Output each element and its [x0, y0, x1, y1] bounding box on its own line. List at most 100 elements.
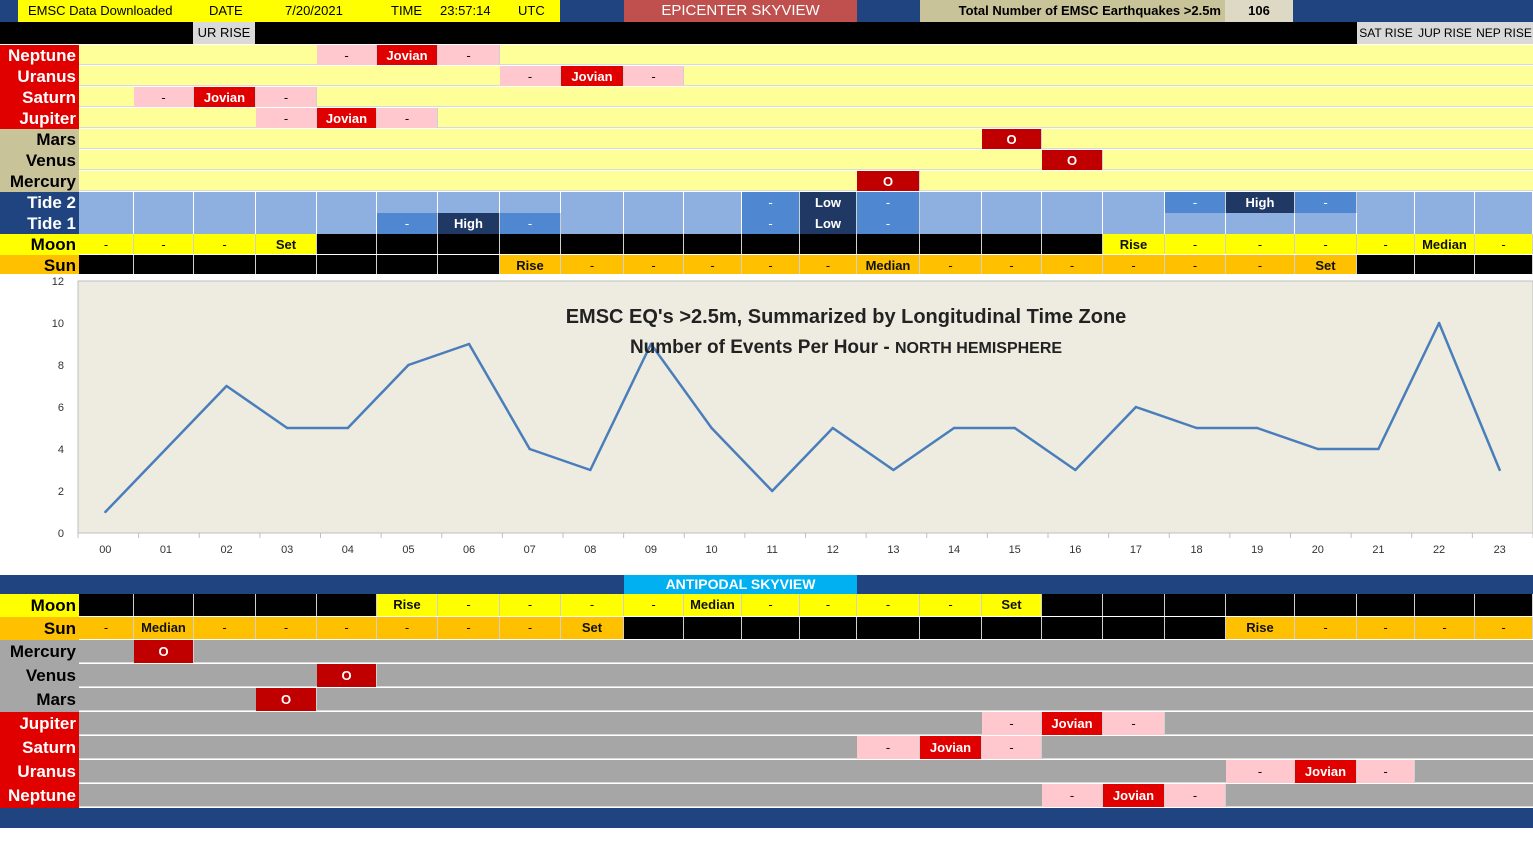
- antipodal-moon-cell-20: [1295, 594, 1357, 616]
- antipodal-moon-cell-8: -: [561, 594, 624, 616]
- chart-subtitle: Number of Events Per Hour - NORTH HEMISP…: [630, 337, 1062, 358]
- data-point: [1316, 447, 1320, 451]
- antipodal-moon-cell-18: [1165, 594, 1226, 616]
- x-tick-label: 01: [160, 544, 172, 556]
- sun-cell-18: -: [1165, 255, 1226, 275]
- row-label-mercury: Mercury: [0, 171, 79, 192]
- antipodal-cell-saturn-13: -: [857, 736, 920, 759]
- footer-band: [0, 808, 1533, 828]
- tide1-cell-12: Low: [800, 213, 857, 234]
- x-tick-label: 13: [887, 544, 899, 556]
- antipodal-moon-cell-9: -: [624, 594, 684, 616]
- row-label-tide2: Tide 2: [0, 192, 79, 213]
- antipodal-sun-cell-19: Rise: [1226, 617, 1295, 639]
- time-value: 23:57:14: [440, 3, 491, 18]
- antipodal-sun-cell-0: -: [79, 617, 134, 639]
- moon-cell-23: -: [1475, 234, 1533, 254]
- downloaded-label: EMSC Data Downloaded: [28, 3, 173, 18]
- y-tick-label: 0: [58, 528, 64, 540]
- antipodal-sun-cell-6: -: [438, 617, 500, 639]
- data-point: [467, 342, 471, 346]
- antipodal-row-label-mars: Mars: [0, 688, 79, 712]
- antipodal-cell-jupiter-17: -: [1103, 712, 1165, 735]
- moon-cell-14: [920, 234, 982, 254]
- antipodal-sun-cell-22: -: [1415, 617, 1475, 639]
- x-tick-label: 09: [645, 544, 657, 556]
- data-point: [104, 510, 107, 514]
- antipodal-row-bg-mars: [79, 688, 1533, 711]
- data-point: [892, 468, 895, 472]
- x-tick-label: 12: [827, 544, 839, 556]
- antipodal-moon-cell-5: Rise: [377, 594, 438, 616]
- moon-cell-12: [800, 234, 857, 254]
- antipodal-sun-cell-3: -: [256, 617, 317, 639]
- antipodal-cell-uranus-21: -: [1357, 760, 1415, 783]
- sun-cell-23: [1475, 255, 1533, 275]
- antipodal-moon-cell-1: [134, 594, 194, 616]
- antipodal-cell-mercury-1: O: [134, 640, 194, 663]
- tide1-cell-5: -: [377, 213, 438, 234]
- antipodal-sun-cell-12: [800, 617, 857, 639]
- antipodal-moon-cell-21: [1357, 594, 1415, 616]
- chart-title: EMSC EQ's >2.5m, Summarized by Longitudi…: [566, 306, 1127, 328]
- row-label-mars: Mars: [0, 129, 79, 150]
- cell-neptune-5: Jovian: [377, 45, 438, 65]
- sun-cell-7: Rise: [500, 255, 561, 275]
- antipodal-moon-cell-23: [1475, 594, 1533, 616]
- tide1-cell-7: -: [500, 213, 561, 234]
- data-point: [710, 426, 713, 430]
- data-point: [770, 489, 774, 493]
- antipodal-sun-cell-7: -: [500, 617, 561, 639]
- tide-bg-21: [1357, 192, 1415, 234]
- antipodal-cell-saturn-14: Jovian: [920, 736, 982, 759]
- x-tick-label: 16: [1069, 544, 1081, 556]
- antipodal-moon-cell-12: -: [800, 594, 857, 616]
- moon-cell-6: [438, 234, 500, 254]
- row-bg-jupiter: [79, 108, 1533, 128]
- antipodal-cell-jupiter-16: Jovian: [1042, 712, 1103, 735]
- sun-cell-17: -: [1103, 255, 1165, 275]
- tide2-cell-12: Low: [800, 192, 857, 213]
- moon-cell-10: [684, 234, 742, 254]
- cell-mercury-13: O: [857, 171, 920, 191]
- antipodal-cell-venus-4: O: [317, 664, 377, 687]
- data-point: [164, 447, 168, 451]
- tide-bg-1: [134, 192, 194, 234]
- x-tick-label: 06: [463, 544, 475, 556]
- header-info-strip: [18, 0, 560, 22]
- series-line: [104, 321, 1501, 513]
- antipodal-moon-cell-22: [1415, 594, 1475, 616]
- tide-bg-23: [1475, 192, 1533, 234]
- data-point: [407, 363, 410, 367]
- moon-cell-7: [500, 234, 561, 254]
- sun-cell-13: Median: [857, 255, 920, 275]
- plot-area: [77, 280, 1533, 534]
- data-point: [649, 342, 653, 346]
- y-tick-label: 2: [58, 486, 64, 498]
- row-bg-venus: [79, 150, 1533, 170]
- x-tick-label: 04: [342, 544, 354, 556]
- data-point: [1498, 468, 1501, 472]
- moon-cell-22: Median: [1415, 234, 1475, 254]
- cell-neptune-6: -: [438, 45, 500, 65]
- tide-bg-16: [1042, 192, 1103, 234]
- tide1-cell-11: -: [742, 213, 800, 234]
- sun-cell-15: -: [982, 255, 1042, 275]
- antipodal-grid: Moon Rise - - - - Median - - - - Set Sun - Median - - - - -…: [0, 594, 1533, 808]
- x-tick-label: 22: [1433, 544, 1445, 556]
- antipodal-cell-neptune-18: -: [1165, 784, 1226, 807]
- antipodal-sun-cell-20: -: [1295, 617, 1357, 639]
- cell-uranus-7: -: [500, 66, 561, 86]
- y-tick-label: 4: [58, 444, 64, 456]
- antipodal-row-label-jupiter: Jupiter: [0, 712, 79, 736]
- moon-cell-4: [317, 234, 377, 254]
- row-label-moon: Moon: [0, 234, 79, 255]
- moon-cell-13: [857, 234, 920, 254]
- antipodal-sun-cell-1: Median: [134, 617, 194, 639]
- data-point: [589, 468, 592, 472]
- cell-mars-15: O: [982, 129, 1042, 149]
- antipodal-sun-cell-14: [920, 617, 982, 639]
- antipodal-moon-cell-7: -: [500, 594, 561, 616]
- x-tick-label: 07: [524, 544, 536, 556]
